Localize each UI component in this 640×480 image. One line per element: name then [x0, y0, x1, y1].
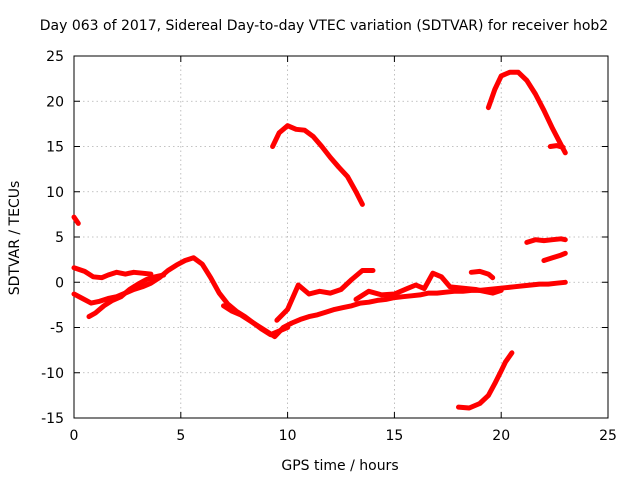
- x-tick-label: 0: [70, 428, 79, 444]
- series-track-7: [270, 123, 365, 207]
- y-tick-label: 0: [55, 275, 64, 291]
- y-tick-label: 20: [46, 94, 64, 110]
- series-track-10: [456, 350, 515, 411]
- series-track-14: [541, 250, 568, 263]
- x-tick-label: 20: [492, 428, 510, 444]
- series-track-2: [71, 265, 154, 281]
- data-series: [71, 69, 568, 411]
- y-tick-label: 10: [46, 185, 64, 201]
- series-track-8: [353, 270, 504, 302]
- x-axis-label: GPS time / hours: [281, 458, 398, 474]
- series-track-9: [468, 268, 496, 281]
- x-tick-label: 10: [279, 428, 297, 444]
- series-track-5: [221, 279, 568, 340]
- axis-ticks: 0 5 10 15 20 25 -15 -10 -5 0 5 10 15 20 25: [41, 49, 617, 444]
- series-track-11: [485, 69, 568, 156]
- grid: [74, 56, 608, 418]
- x-tick-label: 5: [176, 428, 185, 444]
- y-axis-label: SDTVAR / TECUs: [7, 181, 23, 296]
- series-track-6: [274, 268, 376, 323]
- series-track-1: [71, 214, 81, 226]
- y-tick-label: 15: [46, 140, 64, 156]
- series-track-12: [547, 143, 566, 150]
- y-tick-label: 25: [46, 49, 64, 65]
- chart-title: Day 063 of 2017, Sidereal Day-to-day VTE…: [40, 18, 608, 34]
- y-tick-label: -5: [50, 321, 64, 337]
- y-tick-label: -10: [41, 366, 64, 382]
- series-track-13: [524, 236, 568, 245]
- y-tick-label: -15: [41, 411, 64, 427]
- x-tick-label: 25: [599, 428, 617, 444]
- x-tick-label: 15: [385, 428, 403, 444]
- y-tick-label: 5: [55, 230, 64, 246]
- series-track-4: [86, 272, 167, 320]
